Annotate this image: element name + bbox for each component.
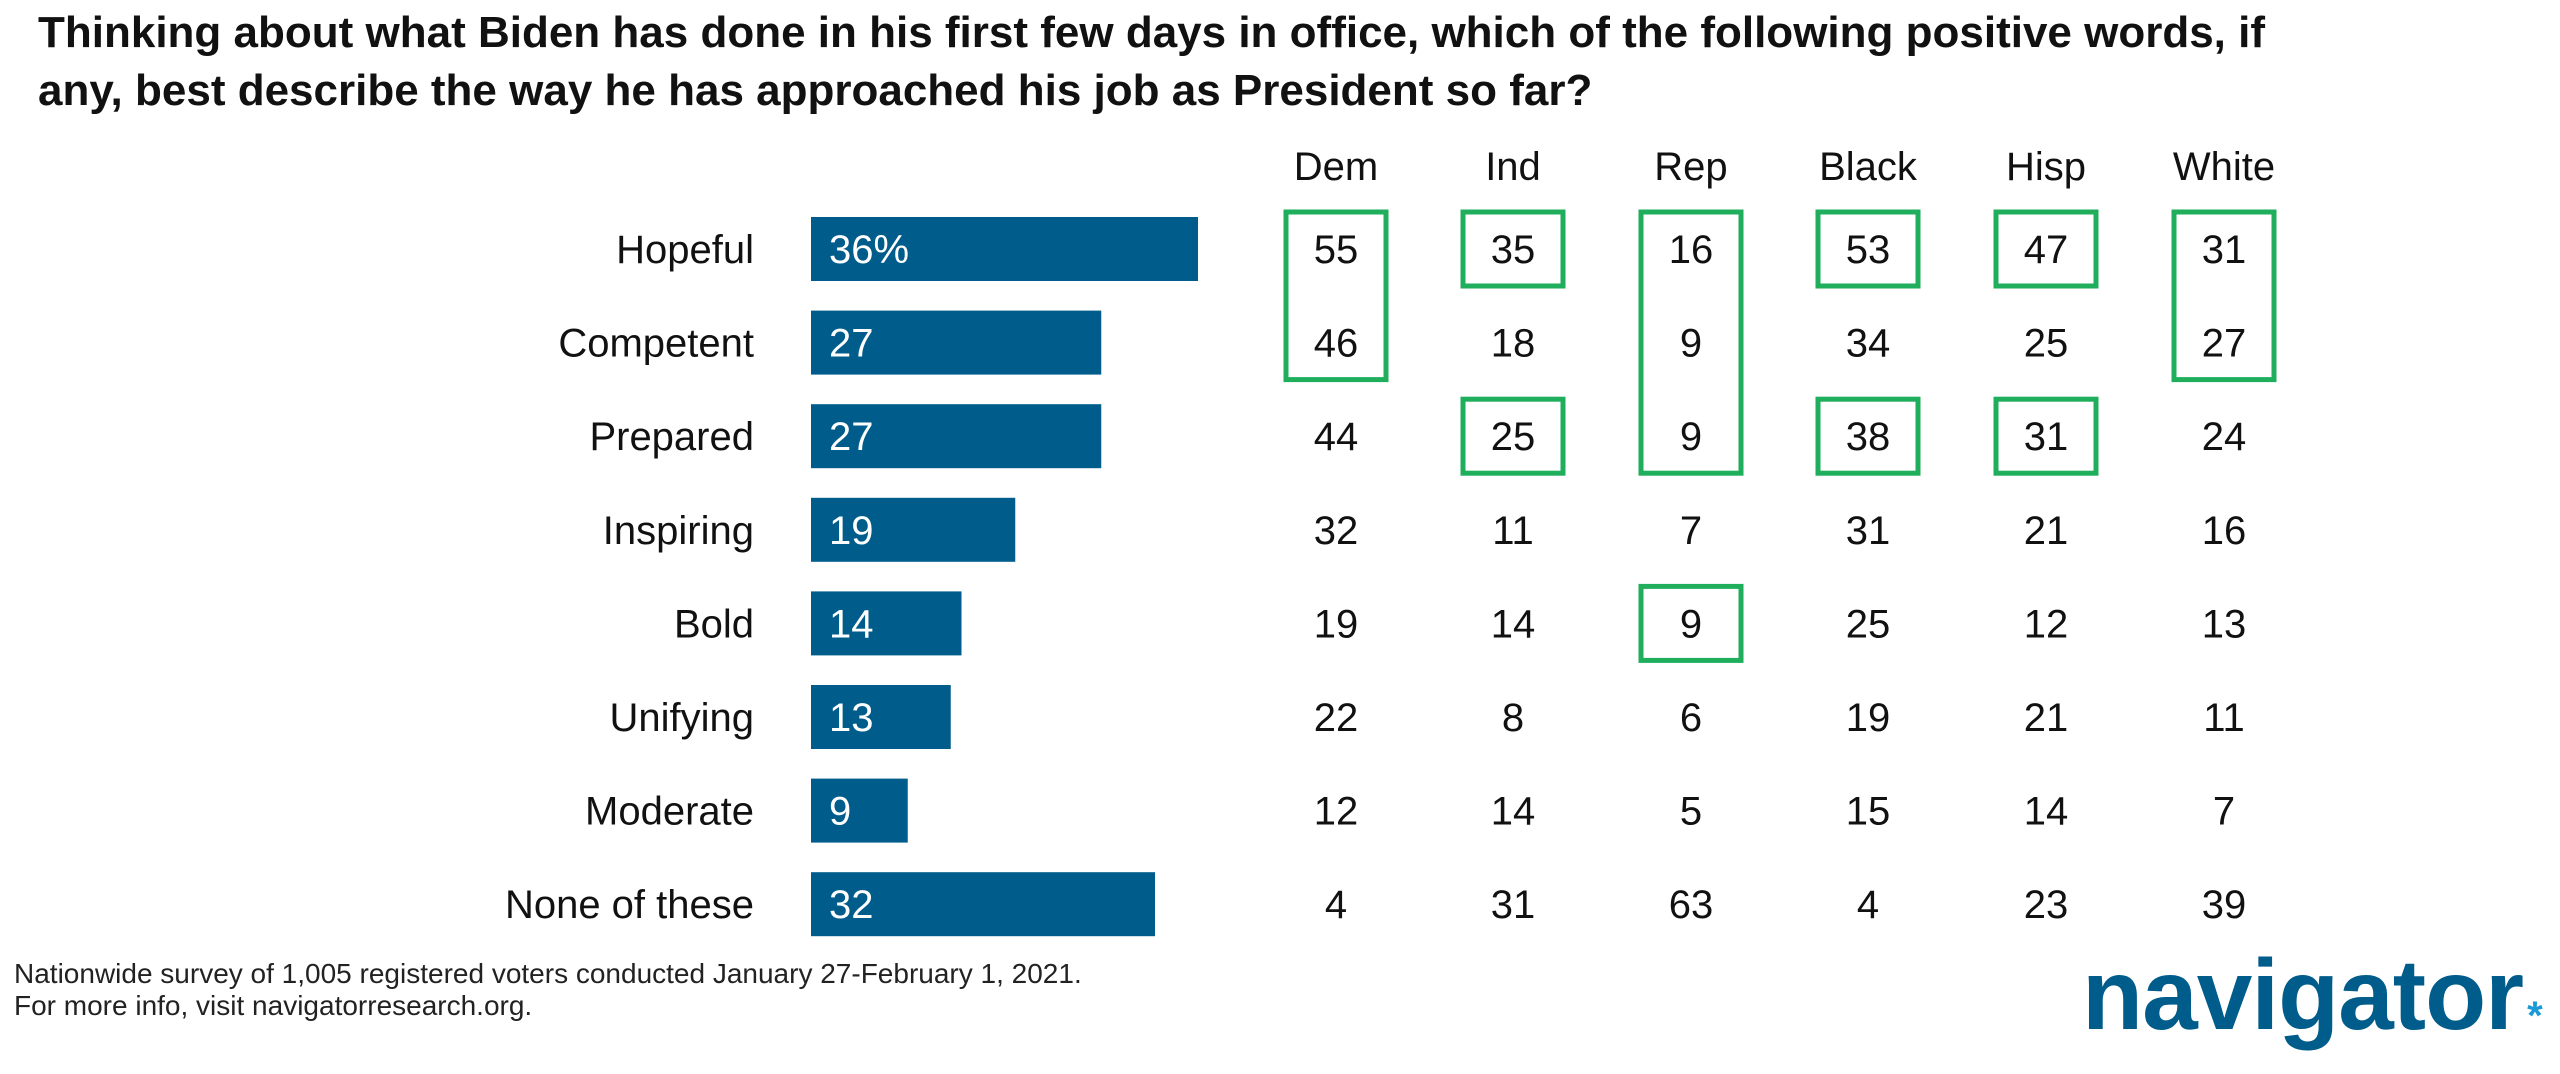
footnote-line-2: For more info, visit navigatorresearch.o… <box>14 990 533 1021</box>
table-cell: 25 <box>1491 415 1536 459</box>
bar-value-label: 36% <box>829 228 909 272</box>
table-cell: 7 <box>1680 509 1702 553</box>
bar-value-label: 13 <box>829 696 874 740</box>
table-cell: 24 <box>2202 415 2247 459</box>
table-cell: 7 <box>2213 790 2235 834</box>
table-cell: 16 <box>2202 509 2247 553</box>
chart-title: Thinking about what Biden has done in hi… <box>38 4 2518 120</box>
column-header: Dem <box>1294 145 1378 189</box>
chart-title-line-2: any, best describe the way he has approa… <box>38 66 1593 115</box>
bar-value-label: 27 <box>829 415 874 459</box>
table-cell: 4 <box>1857 883 1879 927</box>
table-cell: 19 <box>1314 602 1359 646</box>
table-cell: 35 <box>1491 228 1536 272</box>
table-cell: 25 <box>2024 322 2069 366</box>
table-cell: 22 <box>1314 696 1359 740</box>
category-label: Inspiring <box>603 509 754 553</box>
highlight-box <box>1638 583 1744 663</box>
bar <box>811 404 1102 469</box>
table-cell: 6 <box>1680 696 1702 740</box>
table-cell: 18 <box>1491 322 1536 366</box>
table-cell: 9 <box>1680 415 1702 459</box>
table-cell: 31 <box>1846 509 1891 553</box>
table-cell: 46 <box>1314 322 1359 366</box>
bar <box>811 310 1102 375</box>
table-cell: 5 <box>1680 790 1702 834</box>
bar <box>811 872 1155 937</box>
highlight-box <box>1638 209 1744 476</box>
category-label: Bold <box>674 602 754 646</box>
table-cell: 4 <box>1325 883 1347 927</box>
column-header: Hisp <box>2006 145 2086 189</box>
category-label: None of these <box>505 883 754 927</box>
footnote: Nationwide survey of 1,005 registered vo… <box>14 958 1082 1022</box>
table-cell: 14 <box>2024 790 2069 834</box>
table-cell: 63 <box>1669 883 1714 927</box>
table-cell: 31 <box>2024 415 2069 459</box>
category-label: Prepared <box>589 415 754 459</box>
bar-value-label: 32 <box>829 883 874 927</box>
bar <box>811 591 962 656</box>
highlight-box <box>1993 209 2099 289</box>
table-cell: 44 <box>1314 415 1359 459</box>
bar <box>811 497 1016 562</box>
logo-asterisk-icon: * <box>2527 994 2543 1038</box>
highlight-box <box>1993 396 2099 476</box>
table-cell: 32 <box>1314 509 1359 553</box>
table-cell: 16 <box>1669 228 1714 272</box>
highlight-box <box>1815 396 1921 476</box>
table-cell: 8 <box>1502 696 1524 740</box>
table-cell: 9 <box>1680 322 1702 366</box>
table-cell: 53 <box>1846 228 1891 272</box>
table-cell: 11 <box>2203 696 2245 740</box>
table-cell: 15 <box>1846 790 1891 834</box>
bar <box>811 778 908 843</box>
highlight-box <box>1460 209 1566 289</box>
highlight-box <box>1815 209 1921 289</box>
table-cell: 9 <box>1680 602 1702 646</box>
table-cell: 23 <box>2024 883 2069 927</box>
highlight-box <box>2171 209 2277 383</box>
bar <box>811 217 1198 281</box>
table-cell: 34 <box>1846 322 1891 366</box>
category-label: Hopeful <box>616 228 754 272</box>
category-label: Moderate <box>585 790 754 834</box>
column-header: Ind <box>1485 145 1541 189</box>
footnote-line-1: Nationwide survey of 1,005 registered vo… <box>14 958 1082 989</box>
bar-value-label: 27 <box>829 322 874 366</box>
chart-title-line-1: Thinking about what Biden has done in hi… <box>38 8 2266 57</box>
table-cell: 21 <box>2024 509 2069 553</box>
table-cell: 21 <box>2024 696 2069 740</box>
column-header: Black <box>1819 145 1918 189</box>
chart-area: Hopeful 36% Competent 27 Prepared 27 Inspiring… <box>505 145 2277 937</box>
column-header: White <box>2173 145 2275 189</box>
table-cell: 25 <box>1846 602 1891 646</box>
navigator-logo: navigator * <box>2082 939 2543 1071</box>
table-cell: 39 <box>2202 883 2247 927</box>
table-cell: 19 <box>1846 696 1891 740</box>
table-cell: 31 <box>1491 883 1536 927</box>
table-cell: 11 <box>1492 509 1534 553</box>
table-cell: 38 <box>1846 415 1891 459</box>
category-label: Competent <box>558 322 754 366</box>
table-cell: 14 <box>1491 790 1536 834</box>
table-cell: 13 <box>2202 602 2247 646</box>
bar-value-label: 9 <box>829 790 851 834</box>
table-cell: 12 <box>1314 790 1359 834</box>
bar-value-label: 14 <box>829 602 874 646</box>
column-header: Rep <box>1654 145 1727 189</box>
table-cell: 14 <box>1491 602 1536 646</box>
table-cell: 31 <box>2202 228 2247 272</box>
table-cell: 55 <box>1314 228 1359 272</box>
logo-text: navigator <box>2082 939 2524 1051</box>
table-cell: 47 <box>2024 228 2069 272</box>
bar-value-label: 19 <box>829 509 874 553</box>
bar <box>811 685 951 749</box>
highlight-box <box>1460 396 1566 476</box>
category-label: Unifying <box>609 696 754 740</box>
table-cell: 12 <box>2024 602 2069 646</box>
table-cell: 27 <box>2202 322 2247 366</box>
highlight-box <box>1283 209 1389 383</box>
